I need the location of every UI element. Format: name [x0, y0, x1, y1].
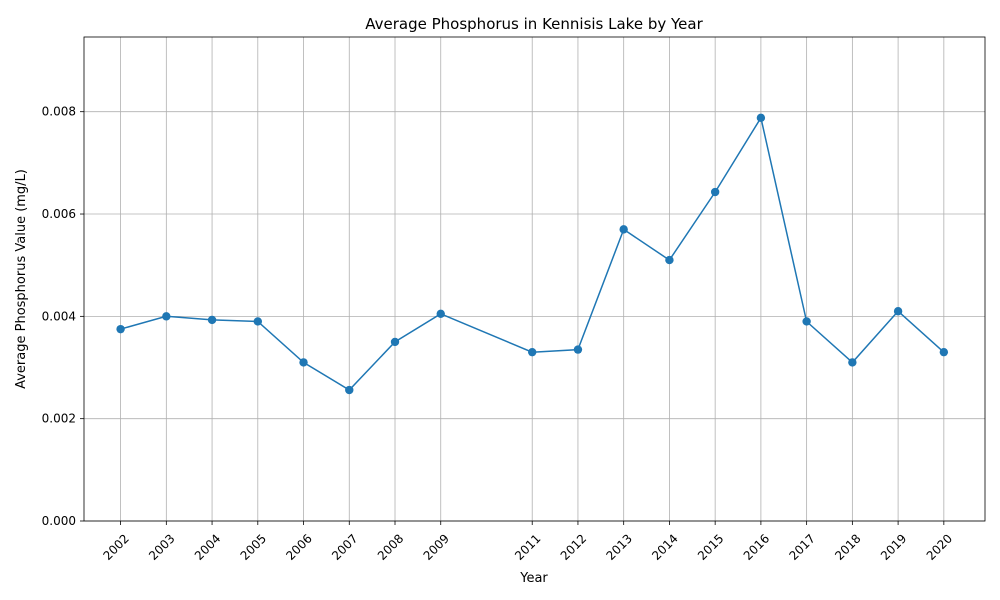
x-axis: 2002 2003 2004 2005 2006 2007 2008 2009 2011 2012…: [100, 521, 955, 563]
x-tick-label: 2005: [238, 531, 269, 562]
data-point: [390, 337, 400, 347]
y-axis-label: Average Phosphorus Value (mg/L): [14, 169, 29, 389]
series-line: [120, 115, 945, 391]
data-point: [573, 345, 583, 354]
x-tick-label: 2007: [329, 531, 360, 562]
data-point: [436, 309, 445, 318]
x-tick-label: 2018: [832, 531, 863, 562]
x-tick-label: 2006: [283, 531, 314, 562]
chart-title: Average Phosphorus in Kennisis Lake by Y…: [365, 15, 703, 33]
x-tick-label: 2017: [786, 531, 817, 562]
plot-frame: [83, 36, 986, 522]
y-tick-label: 0.008: [42, 105, 76, 119]
y-tick-label: 0.002: [42, 412, 76, 426]
data-point: [207, 315, 217, 325]
data-point: [528, 347, 537, 357]
data-point: [939, 347, 949, 357]
x-tick-label: 2012: [558, 531, 589, 562]
grid: [84, 37, 985, 522]
data-point: [848, 358, 857, 367]
y-axis: 0.000 0.002 0.004 0.006 0.008: [42, 105, 84, 528]
data-point: [619, 225, 628, 234]
x-tick-label: 2009: [421, 531, 452, 562]
data-point: [756, 113, 766, 123]
data-point: [710, 187, 720, 197]
data-point: [253, 317, 262, 326]
data-point: [116, 324, 125, 334]
data-point: [345, 385, 354, 395]
x-tick-label: 2016: [741, 531, 772, 562]
y-tick-label: 0.004: [42, 309, 76, 323]
x-tick-label: 2015: [695, 531, 726, 562]
data-points: [116, 113, 949, 395]
data-point: [665, 255, 674, 265]
data-point: [802, 317, 811, 326]
y-tick-label: 0.000: [42, 514, 76, 528]
x-tick-label: 2019: [878, 531, 909, 562]
x-tick-label: 2020: [924, 531, 955, 562]
x-tick-label: 2008: [375, 531, 406, 562]
x-tick-label: 2002: [100, 531, 131, 562]
x-tick-label: 2003: [146, 531, 177, 562]
x-tick-label: 2013: [604, 531, 635, 562]
data-point: [162, 312, 171, 321]
y-tick-label: 0.006: [42, 207, 76, 221]
x-tick-label: 2011: [512, 531, 543, 562]
data-point: [299, 358, 308, 367]
x-tick-label: 2004: [192, 531, 223, 562]
data-point: [893, 307, 903, 316]
x-tick-label: 2014: [649, 531, 680, 562]
x-axis-label: Year: [519, 571, 548, 586]
